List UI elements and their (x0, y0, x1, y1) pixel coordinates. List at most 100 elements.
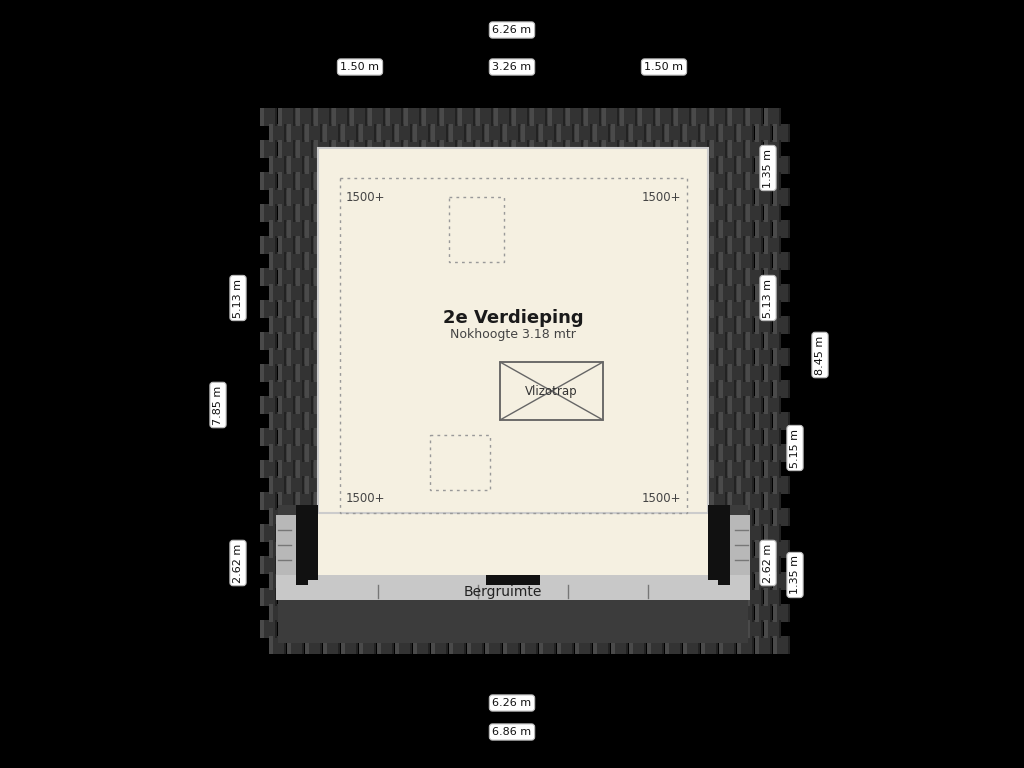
Bar (566, 268, 583, 286)
Bar (476, 428, 493, 446)
Bar (575, 604, 592, 622)
Bar (455, 236, 457, 254)
Bar (338, 284, 340, 302)
Bar (593, 348, 610, 366)
Bar (319, 444, 322, 462)
Bar (599, 396, 601, 414)
Bar (611, 540, 628, 558)
Bar (656, 204, 673, 222)
Bar (341, 572, 358, 590)
Bar (563, 172, 565, 190)
Bar (395, 444, 412, 462)
Bar (566, 140, 570, 158)
Bar (293, 236, 295, 254)
Bar (428, 444, 430, 462)
Bar (401, 300, 403, 318)
Bar (611, 476, 628, 494)
Bar (359, 188, 362, 206)
Bar (260, 428, 278, 446)
Bar (665, 380, 669, 398)
Bar (338, 604, 340, 622)
Bar (302, 316, 304, 334)
Bar (422, 172, 439, 190)
Bar (581, 588, 583, 606)
Bar (314, 108, 331, 126)
Bar (707, 460, 709, 478)
Bar (368, 332, 372, 350)
Bar (509, 588, 511, 606)
Bar (314, 140, 318, 158)
Bar (629, 348, 633, 366)
Bar (374, 124, 376, 142)
Bar (548, 396, 552, 414)
Bar (431, 188, 435, 206)
Bar (269, 444, 286, 462)
Text: 2.62 m: 2.62 m (233, 544, 243, 583)
Bar (662, 284, 664, 302)
Bar (329, 204, 331, 222)
Bar (419, 332, 421, 350)
Bar (692, 460, 696, 478)
Bar (269, 636, 273, 654)
Bar (602, 588, 618, 606)
Bar (476, 300, 480, 318)
Bar (590, 188, 592, 206)
Bar (467, 476, 484, 494)
Bar (365, 428, 367, 446)
Bar (269, 252, 286, 270)
Bar (503, 444, 520, 462)
Bar (530, 140, 547, 158)
Bar (566, 204, 583, 222)
Bar (503, 380, 507, 398)
Bar (644, 188, 646, 206)
Bar (449, 412, 453, 430)
Bar (311, 332, 313, 350)
Bar (350, 108, 354, 126)
Bar (728, 172, 745, 190)
Bar (764, 204, 781, 222)
Bar (368, 428, 385, 446)
Bar (521, 412, 538, 430)
Bar (467, 604, 471, 622)
Bar (356, 124, 358, 142)
Bar (584, 108, 601, 126)
Bar (494, 108, 511, 126)
Bar (527, 108, 529, 126)
Bar (490, 236, 493, 254)
Bar (494, 268, 498, 286)
Bar (617, 556, 618, 574)
Bar (356, 572, 358, 590)
Bar (305, 476, 322, 494)
Bar (593, 252, 610, 270)
Bar (473, 524, 475, 542)
Bar (287, 476, 304, 494)
Bar (737, 188, 754, 206)
Bar (314, 268, 331, 286)
Bar (593, 636, 597, 654)
Bar (446, 572, 449, 590)
Bar (698, 572, 700, 590)
Bar (674, 620, 678, 638)
Bar (602, 524, 618, 542)
Bar (431, 508, 449, 526)
Bar (464, 316, 466, 334)
Bar (536, 188, 538, 206)
Bar (401, 236, 403, 254)
Bar (490, 556, 493, 574)
Bar (728, 588, 732, 606)
Bar (431, 252, 449, 270)
Bar (761, 428, 763, 446)
Bar (284, 508, 286, 526)
Bar (319, 636, 322, 654)
Bar (392, 124, 394, 142)
Bar (512, 172, 516, 190)
Bar (521, 572, 538, 590)
Bar (275, 332, 278, 350)
Bar (629, 284, 633, 302)
Bar (482, 380, 484, 398)
Bar (548, 140, 552, 158)
Bar (419, 588, 421, 606)
Bar (683, 604, 700, 622)
Bar (269, 188, 286, 206)
Bar (311, 588, 313, 606)
